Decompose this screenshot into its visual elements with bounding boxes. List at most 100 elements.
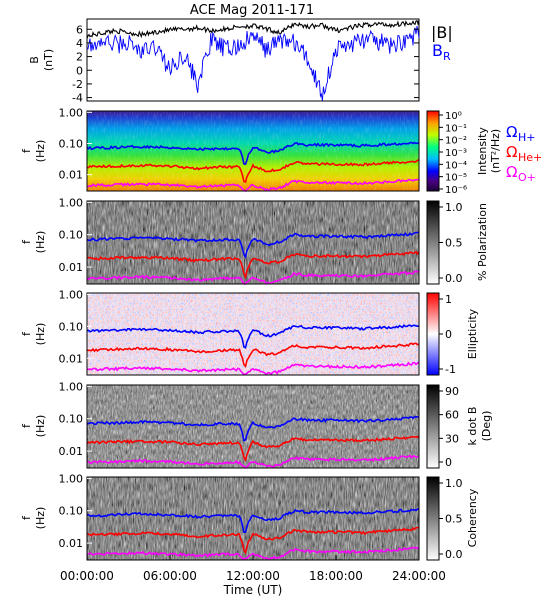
colorbar-tick-label: 0.0 (445, 548, 463, 561)
f-axis-label: f (20, 331, 33, 336)
f-axis-unit: (Hz) (34, 231, 47, 254)
y-tick-label: -4 (72, 92, 83, 105)
f-tick-label: 1.00 (59, 472, 84, 485)
f-axis-label: f (20, 423, 33, 428)
panel-polarization: 1.00 0.10 0.01 f (Hz) 1.0 0.5 0.0 % Polariza… (20, 196, 489, 285)
colorbar-tick-label: 10⁻⁴ (445, 160, 467, 171)
intensity-colorbar-unit: (nT²/Hz) (489, 129, 502, 173)
f-tick-label: 0.01 (59, 261, 84, 274)
f-axis-unit: (Hz) (34, 140, 47, 163)
gyro-he-plus-line (86, 342, 420, 368)
x-tick-label: 12:00:00 (226, 569, 280, 583)
coherency-colorbar (426, 476, 440, 561)
ion-label-sub: O+ (518, 171, 536, 184)
f-axis-unit: (Hz) (34, 507, 47, 530)
panel-frame (86, 18, 420, 102)
ellipticity-colorbar (426, 292, 440, 376)
x-tick-label: 06:00:00 (143, 569, 197, 583)
legend-b-radial: BR (432, 41, 451, 63)
f-tick-label: 0.01 (59, 169, 84, 182)
f-tick-label: 0.10 (59, 413, 84, 426)
f-tick-label: 0.01 (59, 537, 84, 550)
gyro-he-plus-line (86, 250, 420, 280)
polarization-colorbar (426, 200, 440, 285)
gyro-h-plus-line (86, 508, 419, 533)
colorbar-tick-label: 10⁻⁶ (445, 185, 467, 196)
colorbar-tick-label: 90 (445, 385, 459, 398)
intensity-colorbar (426, 110, 440, 192)
ellipticity-colorbar-label: Ellipticity (466, 308, 479, 359)
coherency-texture (87, 477, 419, 560)
x-tick-label: 18:00:00 (309, 569, 363, 583)
colorbar-tick-label: 10⁻¹ (445, 123, 467, 134)
x-tick-label: 00:00:00 (60, 569, 114, 583)
colorbar-tick-label: 10⁰ (445, 111, 462, 122)
intensity-gyro-lines (86, 141, 420, 192)
x-tick-label: 24:00:00 (392, 569, 446, 583)
ion-label-sub: He+ (518, 151, 542, 164)
f-tick-label: 1.00 (59, 288, 84, 301)
ion-label: Ω (506, 143, 517, 161)
k-dot-b-texture (87, 385, 419, 468)
polarization-texture (87, 201, 419, 284)
polarization-colorbar-label: % Polarization (476, 203, 489, 281)
y-tick-label: -2 (72, 78, 83, 91)
panel-coherency: 1.00 0.10 0.01 f (Hz) 1.0 0.5 0.0 Coherency (20, 472, 479, 561)
f-axis-label: f (20, 515, 33, 520)
gyro-o-plus-line (86, 270, 420, 285)
colorbar-tick-label: -1 (445, 363, 456, 376)
y-tick-label: 0 (76, 64, 83, 77)
panel-frame (86, 110, 420, 192)
f-axis-unit: (Hz) (34, 323, 47, 346)
f-tick-label: 0.10 (59, 137, 84, 150)
f-tick-label: 0.10 (59, 320, 84, 333)
y-tick-label: 2 (76, 51, 83, 64)
panel-ellipticity: 1.00 0.10 0.01 f (Hz) 1 0 -1 Ellipticity (20, 288, 479, 376)
series-b-total-line (86, 19, 420, 39)
intensity-colorbar-label: Intensity (476, 127, 489, 175)
y-tick-label: 4 (76, 37, 83, 50)
f-tick-label: 0.01 (59, 352, 84, 365)
colorbar-tick-label: 1.0 (445, 201, 463, 214)
ion-label: Ω (506, 123, 517, 141)
f-axis-label: f (20, 148, 33, 153)
f-tick-label: 1.00 (59, 380, 84, 393)
colorbar-tick-label: 0.5 (445, 237, 463, 250)
panel-frame (86, 200, 420, 285)
colorbar-tick-label: 0 (445, 328, 452, 341)
f-axis-label: f (20, 239, 33, 244)
f-tick-label: 1.00 (59, 106, 84, 119)
gyro-o-plus-line (86, 361, 420, 376)
b-axis-label: B (28, 56, 41, 64)
panel-k-dot-b: 1.00 0.10 0.01 f (Hz) 90 60 30 0 k dot B (Deg… (20, 380, 493, 470)
k-dot-b-colorbar-label: k dot B (466, 407, 479, 446)
k-dot-b-gyro-lines (86, 415, 420, 470)
gyro-h-plus-line (86, 324, 420, 349)
series-b-radial-line (86, 26, 420, 102)
time-axis: 00:00:00 06:00:00 12:00:00 18:00:00 24:00:00 (60, 555, 446, 583)
colorbar-tick-label: 10⁻² (445, 136, 467, 147)
ion-label: Ω (506, 163, 517, 181)
gyro-o-plus-line (86, 454, 420, 470)
x-axis-label: Time (UT) (223, 583, 283, 597)
gyro-o-plus-line (86, 546, 420, 561)
polarization-gyro-lines (86, 231, 420, 285)
gyro-he-plus-line (86, 435, 420, 463)
colorbar-tick-label: 30 (445, 432, 459, 445)
k-dot-b-colorbar-unit: (Deg) (480, 411, 493, 442)
f-tick-label: 1.00 (59, 196, 84, 209)
colorbar-tick-label: 0.0 (445, 272, 463, 285)
coherency-colorbar-label: Coherency (466, 488, 479, 547)
f-tick-label: 0.10 (59, 229, 84, 242)
gyro-h-plus-line (86, 141, 420, 166)
ellipticity-texture (87, 293, 419, 375)
f-tick-label: 0.10 (59, 505, 84, 518)
panel-frame (86, 384, 420, 469)
coherency-gyro-lines (86, 508, 420, 561)
f-tick-label: 0.01 (59, 445, 84, 458)
b-axis-unit: (nT) (42, 49, 55, 71)
intensity-texture (87, 111, 419, 191)
colorbar-tick-label: 60 (445, 409, 459, 422)
